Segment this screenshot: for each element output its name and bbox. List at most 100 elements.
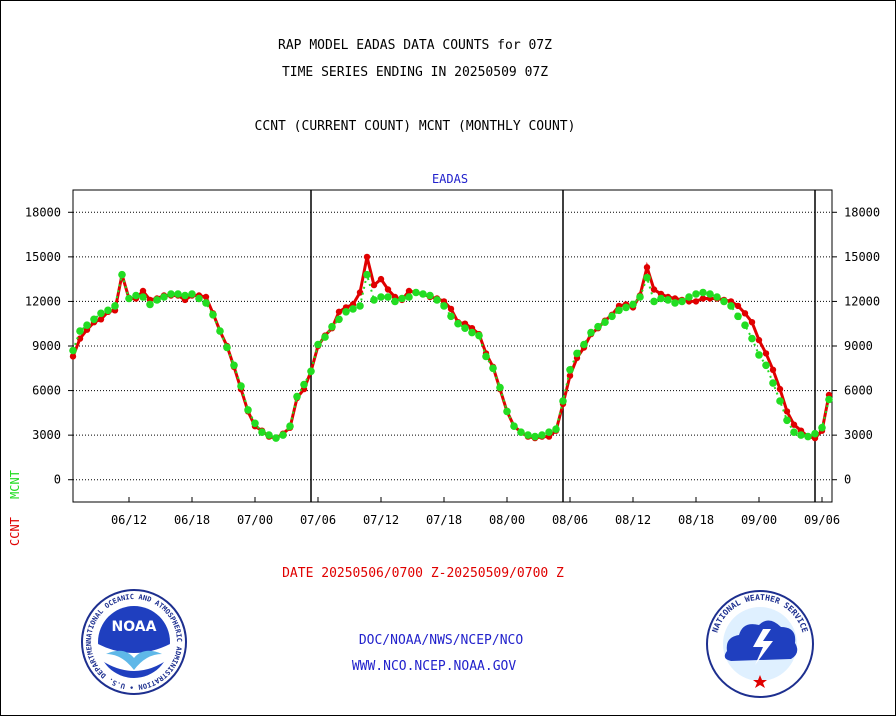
data-point-mcnt (188, 290, 196, 298)
data-point-mcnt (90, 315, 98, 324)
chart-title-line2: TIME SERIES ENDING IN 20250509 07Z (281, 65, 549, 80)
x-tick-label: 06/18 (174, 513, 210, 527)
data-point-mcnt (580, 340, 588, 349)
data-point-mcnt (300, 380, 308, 389)
data-point-mcnt (517, 428, 525, 437)
data-point-ccnt (76, 335, 84, 342)
data-point-ccnt (370, 281, 378, 289)
data-point-mcnt (454, 319, 462, 328)
y-tick-label-left: 18000 (25, 205, 61, 219)
data-point-mcnt (748, 334, 756, 343)
data-point-mcnt (174, 290, 182, 298)
data-point-mcnt (293, 392, 301, 401)
y-tick-label-right: 9000 (844, 339, 873, 353)
y-tick-label-right: 3000 (844, 428, 873, 442)
data-point-mcnt (279, 431, 287, 439)
data-point-mcnt (699, 288, 707, 297)
data-point-mcnt (307, 367, 315, 376)
data-point-ccnt (139, 287, 147, 295)
data-point-mcnt (412, 288, 420, 297)
data-point-ccnt (384, 286, 392, 293)
data-point-ccnt (762, 350, 770, 357)
data-point-ccnt (356, 289, 364, 296)
data-point-mcnt (419, 290, 427, 298)
y-tick-label-left: 0 (54, 473, 61, 487)
data-point-mcnt (489, 364, 497, 373)
y-tick-label-right: 18000 (844, 205, 880, 219)
data-point-mcnt (622, 303, 630, 312)
data-point-ccnt (447, 305, 455, 313)
data-point-ccnt (202, 293, 210, 301)
data-point-mcnt (776, 397, 784, 405)
data-point-ccnt (790, 421, 798, 428)
chart-subtitle: CCNT (CURRENT COUNT) MCNT (MONTHLY COUNT… (254, 119, 576, 134)
time-series-chart: CCNT MCNT EADAS 0 0 3000 3000 6000 6000 9000 90… (8, 172, 880, 546)
data-point-mcnt (223, 343, 231, 352)
data-point-mcnt (524, 431, 532, 439)
data-point-mcnt (496, 383, 504, 392)
data-point-mcnt (398, 294, 406, 303)
data-point-mcnt (475, 331, 483, 340)
data-point-mcnt (755, 351, 763, 359)
series-line-ccnt (71, 256, 831, 440)
x-tick-label: 09/00 (741, 513, 777, 527)
data-point-mcnt (244, 406, 252, 414)
data-point-mcnt (468, 328, 476, 337)
ylabel-ccnt: CCNT (8, 517, 22, 546)
y-tick-label-right: 12000 (844, 294, 880, 308)
data-point-mcnt (650, 297, 658, 306)
data-point-mcnt (664, 296, 672, 304)
x-tick-label: 08/18 (678, 513, 714, 527)
data-point-mcnt (545, 428, 553, 437)
data-point-mcnt (363, 270, 371, 279)
x-tick-label: 07/18 (426, 513, 462, 527)
chart-inner-title: EADAS (432, 172, 468, 186)
data-point-mcnt (405, 293, 413, 301)
data-point-mcnt (482, 352, 490, 361)
data-point-mcnt (195, 294, 203, 303)
data-point-mcnt (286, 422, 294, 431)
data-point-ccnt (335, 308, 343, 315)
data-point-mcnt (202, 299, 210, 307)
data-point-mcnt (657, 294, 665, 303)
data-point-ccnt (377, 275, 385, 283)
data-point-mcnt (629, 300, 637, 309)
noaa-logo: NATIONAL OCEANIC AND ATMOSPHERIC ADMINIS… (80, 588, 187, 695)
data-point-mcnt (426, 291, 434, 300)
data-point-mcnt (573, 349, 581, 358)
data-point-mcnt (167, 290, 175, 298)
x-tick-label: 08/06 (552, 513, 588, 527)
y-tick-label-left: 12000 (25, 294, 61, 308)
data-point-mcnt (370, 296, 378, 304)
data-point-ccnt (769, 366, 777, 373)
data-point-mcnt (384, 293, 392, 301)
data-point-mcnt (328, 322, 336, 331)
data-point-mcnt (538, 431, 546, 439)
data-point-mcnt (594, 322, 602, 331)
data-point-ccnt (741, 310, 749, 317)
credit-link-website[interactable]: WWW.NCO.NCEP.NOAA.GOV (351, 659, 517, 674)
credit-link-agency[interactable]: DOC/NOAA/NWS/NCEP/NCO (358, 633, 524, 648)
data-point-mcnt (790, 428, 798, 437)
data-point-mcnt (461, 324, 469, 332)
data-point-mcnt (811, 429, 819, 438)
data-point-mcnt (342, 308, 350, 316)
data-point-mcnt (356, 302, 364, 310)
data-point-ccnt (363, 253, 371, 261)
data-point-mcnt (265, 431, 273, 439)
data-point-ccnt (783, 408, 791, 415)
data-point-ccnt (643, 264, 651, 271)
data-point-mcnt (83, 321, 91, 329)
data-point-mcnt (615, 306, 623, 315)
data-point-ccnt (69, 353, 77, 360)
data-point-ccnt (755, 336, 763, 344)
y-tick-label-left: 6000 (32, 384, 61, 398)
data-point-mcnt (797, 431, 805, 439)
data-point-mcnt (510, 422, 518, 431)
data-point-mcnt (258, 428, 266, 437)
series-ccnt (69, 253, 833, 442)
ylabel-mcnt: MCNT (8, 470, 22, 499)
data-point-mcnt (272, 434, 280, 442)
data-point-mcnt (447, 312, 455, 321)
x-tick-label: 08/00 (489, 513, 525, 527)
